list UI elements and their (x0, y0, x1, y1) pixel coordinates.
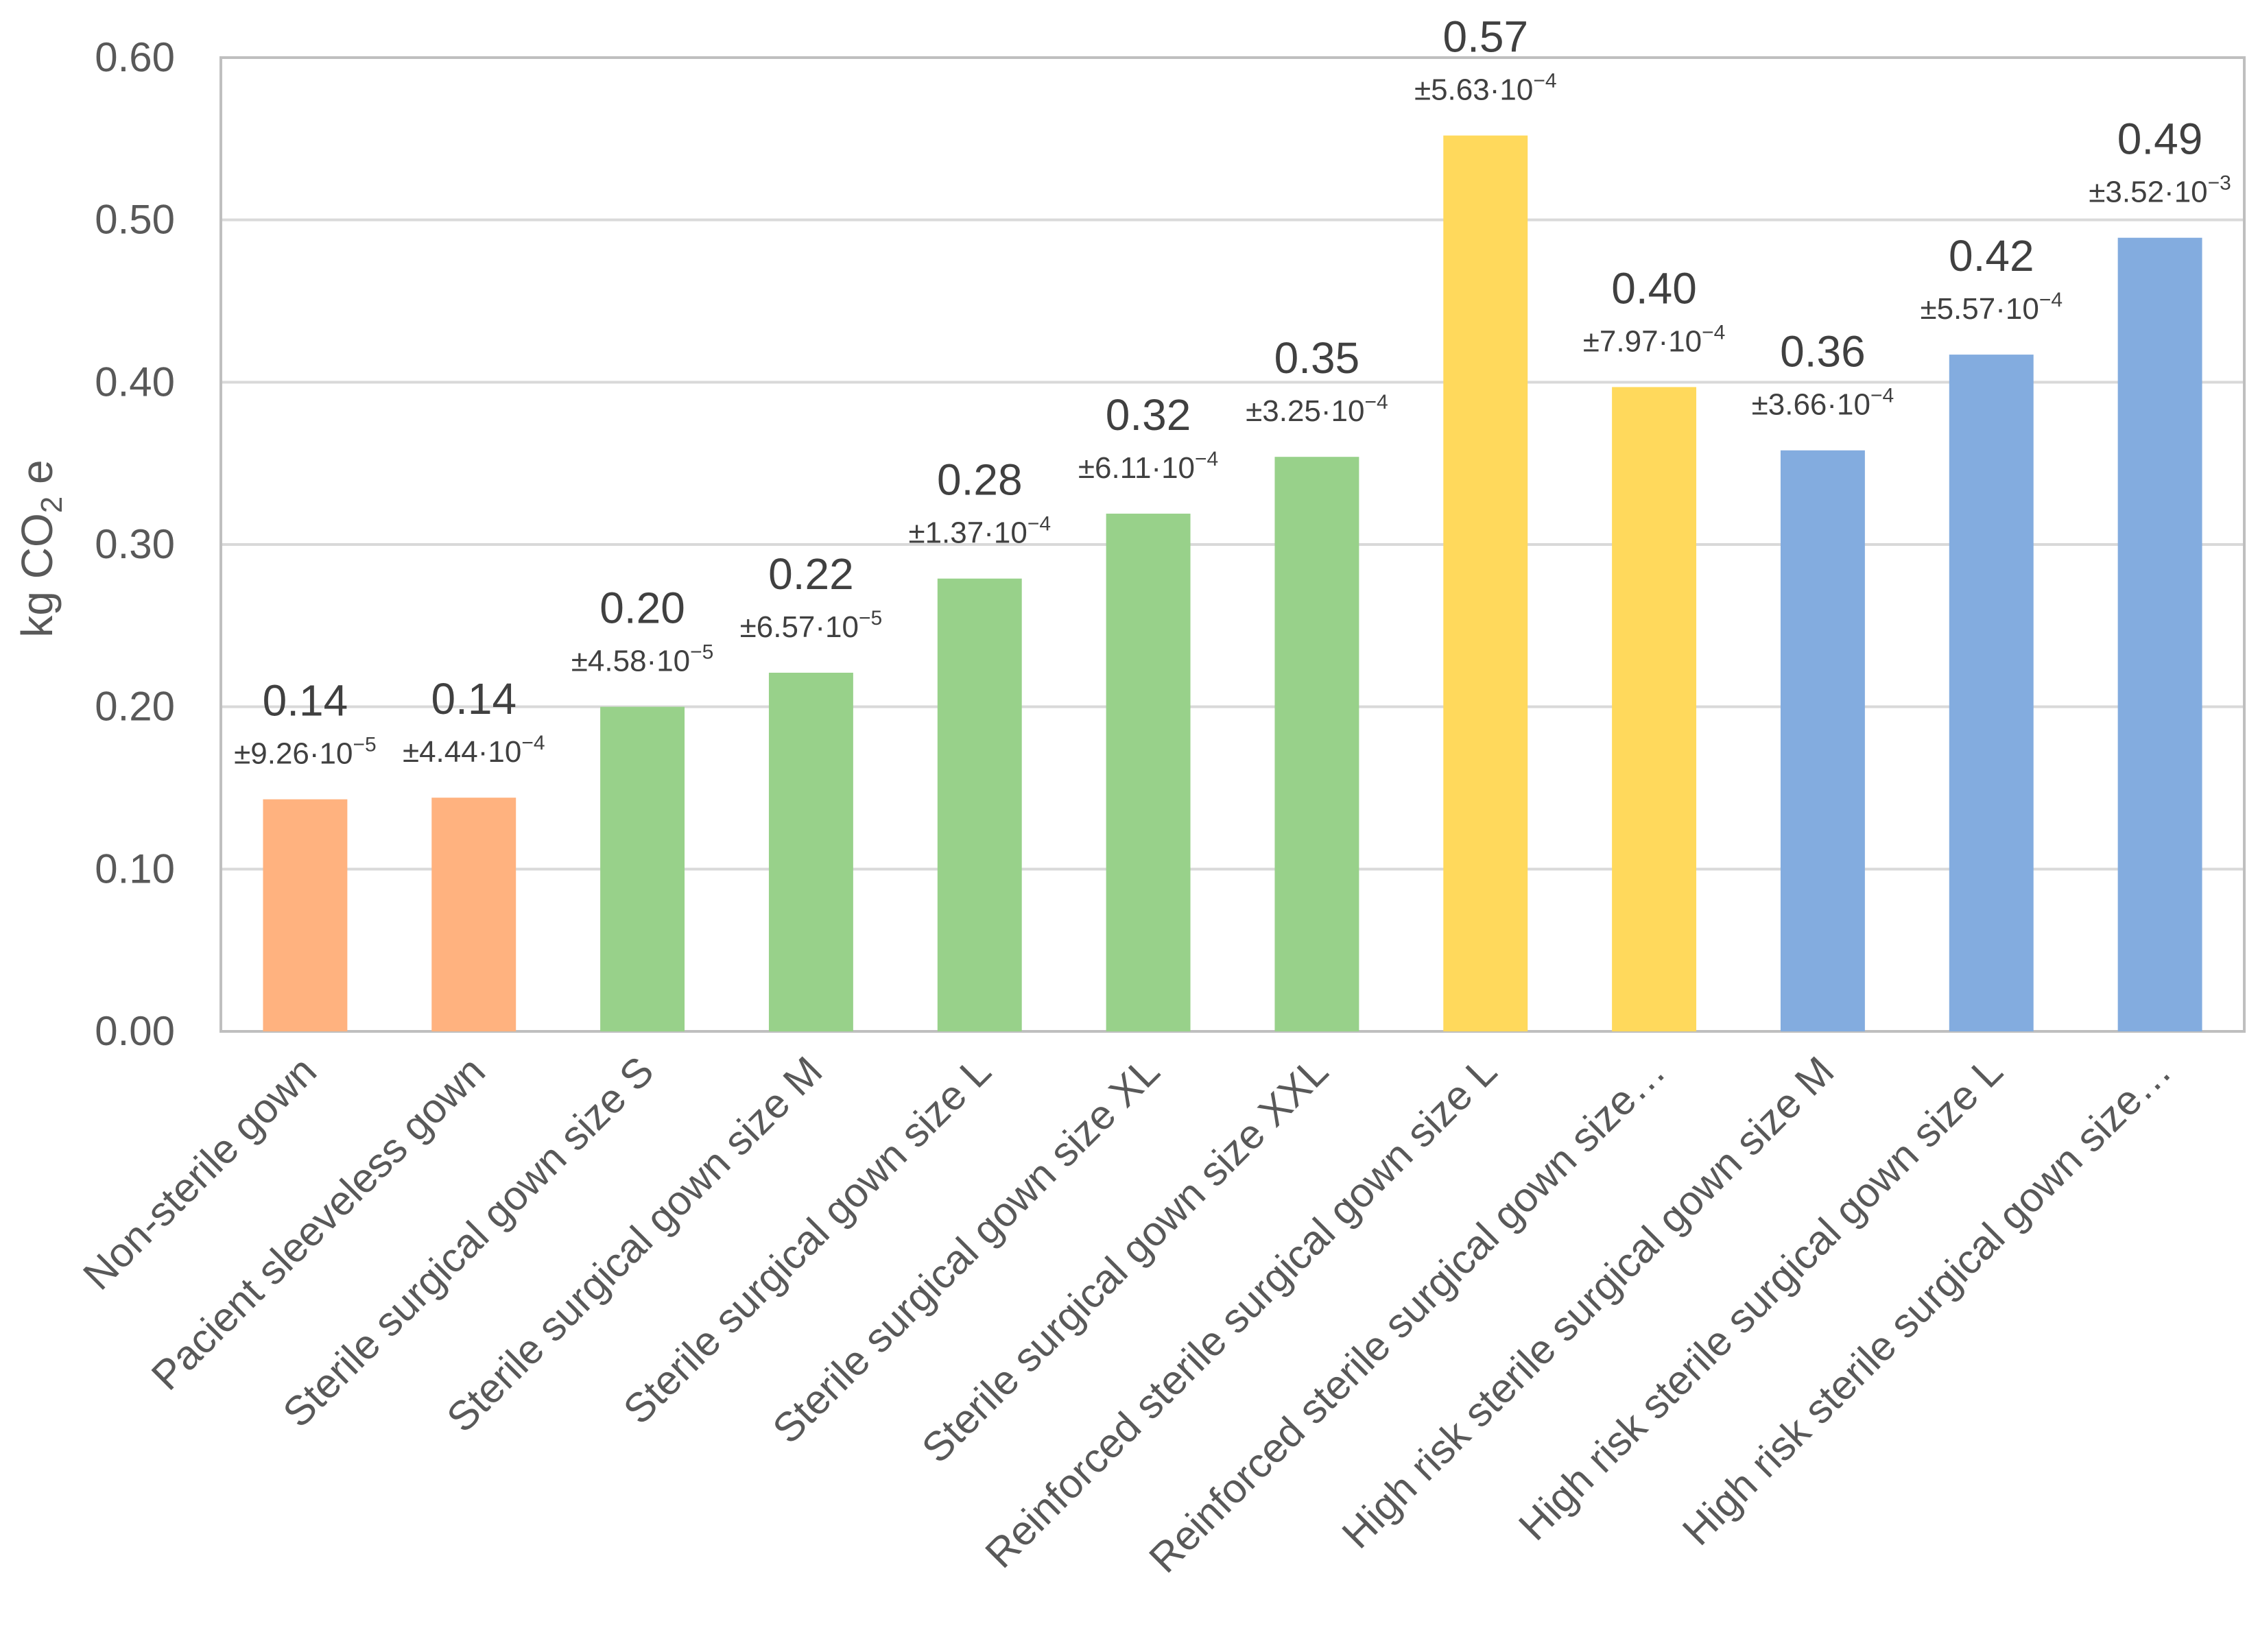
value-label: 0.42 (1949, 231, 2034, 280)
plot-area-border (219, 56, 2246, 1033)
y-tick-label: 0.60 (95, 34, 175, 80)
bar (937, 578, 1022, 1031)
value-label: 0.35 (1274, 333, 1360, 383)
error-label: ±4.44·10−4 (403, 732, 545, 769)
bar (1949, 355, 2034, 1031)
y-tick-label: 0.00 (95, 1008, 175, 1054)
y-axis-ticks: 0.00 0.10 0.20 0.30 0.40 0.50 0.60 (95, 34, 175, 1054)
y-axis-title-subscript: 2 (35, 496, 69, 513)
gridlines (221, 218, 2244, 871)
error-label: ±3.25·10−4 (1246, 391, 1388, 428)
error-label: ±6.11·10−4 (1078, 448, 1218, 485)
bar (768, 672, 853, 1031)
bar (2117, 237, 2202, 1032)
value-label: 0.28 (937, 455, 1023, 505)
bar (263, 799, 348, 1031)
error-label: ±5.57·10−4 (1920, 289, 2063, 326)
value-label: 0.49 (2117, 115, 2203, 164)
value-label: 0.36 (1780, 327, 1866, 376)
y-tick-label: 0.40 (95, 359, 175, 405)
y-axis-title: kg CO2 e (12, 459, 69, 637)
bar (1780, 450, 1865, 1031)
value-label: 0.57 (1442, 12, 1528, 62)
y-axis-title-prefix: kg CO (12, 513, 62, 637)
error-label: ±5.63·10−4 (1414, 70, 1557, 107)
y-tick-label: 0.10 (95, 846, 175, 891)
value-label: 0.14 (431, 674, 516, 723)
value-label: 0.14 (263, 676, 348, 726)
y-tick-label: 0.20 (95, 684, 175, 730)
y-axis-title-suffix: e (12, 459, 62, 496)
bar (1274, 457, 1359, 1031)
y-tick-label: 0.50 (95, 197, 175, 243)
data-labels: ±9.26·10−5 0.14 ±4.44·10−4 0.14 ±4.58·10−5 0.… (234, 12, 2231, 771)
bar (431, 798, 516, 1031)
bar (1612, 387, 1697, 1031)
error-label: ±4.58·10−5 (571, 641, 714, 678)
bar (600, 706, 685, 1031)
value-label: 0.20 (599, 584, 685, 633)
bar (1443, 135, 1528, 1032)
error-label: ±6.57·10−5 (740, 607, 883, 644)
value-label: 0.32 (1106, 390, 1191, 440)
error-label: ±7.97·10−4 (1583, 321, 1726, 358)
y-tick-label: 0.30 (95, 521, 175, 567)
error-label: ±3.66·10−4 (1752, 385, 1894, 422)
value-label: 0.40 (1611, 263, 1697, 313)
error-label: ±3.52·10−3 (2089, 172, 2231, 209)
error-label: ±9.26·10−5 (234, 734, 377, 771)
bars (263, 135, 2202, 1032)
bar (1106, 514, 1191, 1031)
value-label: 0.22 (768, 549, 854, 599)
error-label: ±1.37·10−4 (908, 513, 1051, 550)
